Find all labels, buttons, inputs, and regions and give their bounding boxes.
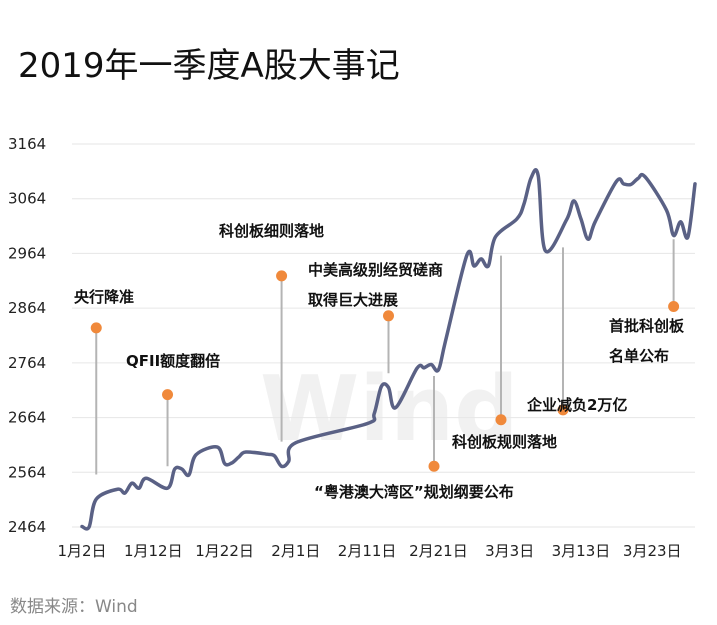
y-tick-label: 2764 [8,354,46,372]
x-tick-label: 1月2日 [57,542,106,560]
annotation-label-line2: 名单公布 [609,347,669,365]
y-tick-label: 2564 [8,463,46,481]
annotation-labels: 央行降准 QFII额度翻倍 科创板细则落地中美高级别经贸磋商取得巨大进展科创板规则落… [74,222,685,501]
y-tick-label: 2664 [8,409,46,427]
x-tick-label: 1月22日 [195,542,254,560]
annotation-label: QFII额度翻倍 [126,352,220,370]
annotation-label-line2: 取得巨大进展 [308,291,398,309]
x-tick-label: 1月12日 [124,542,183,560]
annotation-marker [668,301,680,313]
annotation-stems [95,239,675,475]
annotation-label: 科创板规则落地 [452,433,557,451]
chart-title: 2019年一季度A股大事记 [18,46,400,86]
annotation-markers [90,270,680,472]
x-tick-label: 3月23日 [623,542,682,560]
annotation-marker [383,310,394,322]
series-layer [80,168,697,531]
y-tick-label: 2464 [8,518,46,536]
annotation-label: 企业减负2万亿 [526,396,627,414]
y-tick-label: 2864 [8,299,46,317]
annotation-label: “粤港澳大湾区”规划纲要公布 [314,483,514,501]
annotation-label: 科创板细则落地 [219,222,324,240]
y-axis: 2464 2564 2664 2764 2864 2964 3064 3164 [8,135,46,536]
source-note: 数据来源：Wind [10,597,138,617]
annotation-marker [162,389,174,401]
annotation-label: 首批科创板 [609,317,685,335]
annotation-label: 中美高级别经贸磋商 [308,261,443,279]
x-axis: 1月2日 1月12日 1月22日 2月1日 2月11日 2月21日 3月3日 3月13日 3月2… [57,542,681,560]
annotation-marker [557,404,569,416]
grid-layer [72,143,695,528]
annotation-marker [276,270,288,282]
x-tick-label: 2月21日 [409,542,468,560]
watermark: Wind [260,357,519,462]
x-tick-label: 3月13日 [552,542,611,560]
series-line [80,168,697,531]
annotation-marker [495,414,507,426]
annotation-marker [428,460,440,472]
x-tick-label: 3月3日 [485,542,534,560]
annotation-label: 央行降准 [74,288,134,306]
y-tick-label: 3064 [8,190,46,208]
x-tick-label: 2月1日 [271,542,320,560]
y-tick-label: 2964 [8,244,46,262]
x-tick-label: 2月11日 [338,542,397,560]
y-tick-label: 3164 [8,135,46,153]
annotation-marker [90,322,102,334]
